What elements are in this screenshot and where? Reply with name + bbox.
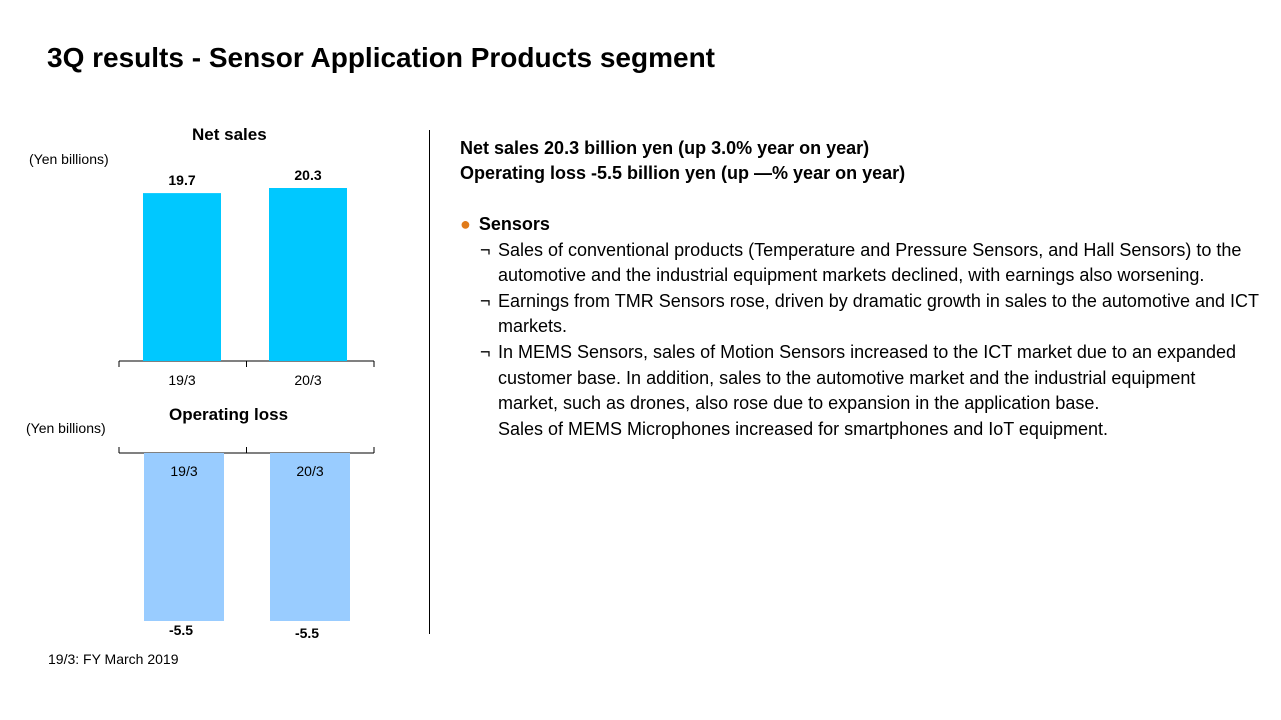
- list-item: ¬ In MEMS Sensors, sales of Motion Senso…: [460, 340, 1260, 417]
- item-marker-icon: ¬: [480, 341, 491, 362]
- net-sales-unit-label: (Yen billions): [29, 151, 109, 167]
- section-heading: ● Sensors: [460, 212, 1260, 238]
- net-sales-bar-20-3: [269, 188, 347, 361]
- net-sales-chart: 19.7 20.3 19/3 20/3: [118, 167, 375, 388]
- operating-bar-19-3: [144, 453, 224, 621]
- net-sales-chart-title: Net sales: [192, 125, 267, 144]
- sensors-section: ● Sensors ¬ Sales of conventional product…: [460, 212, 1260, 442]
- item-marker-icon: ¬: [480, 239, 491, 260]
- list-item: Sales of MEMS Microphones increased for …: [460, 417, 1260, 443]
- operating-chart-title: Operating loss: [169, 405, 289, 424]
- footnote: 19/3: FY March 2019: [48, 651, 179, 667]
- net-sales-category-label-20-3: 20/3: [294, 372, 321, 388]
- item-marker-icon: ¬: [480, 290, 491, 311]
- operating-bar-20-3: [270, 453, 350, 621]
- list-item: ¬ Earnings from TMR Sensors rose, driven…: [460, 289, 1260, 340]
- operating-chart: 19/3 20/3 -5.5 -5.5: [118, 447, 375, 641]
- list-item-text: In MEMS Sensors, sales of Motion Sensors…: [498, 341, 1237, 414]
- list-item-text: Earnings from TMR Sensors rose, driven b…: [498, 290, 1259, 337]
- list-item-text: Sales of conventional products (Temperat…: [498, 239, 1242, 286]
- net-sales-value-label-20-3: 20.3: [294, 167, 321, 183]
- list-item: ¬ Sales of conventional products (Temper…: [460, 238, 1260, 289]
- vertical-divider: [429, 130, 430, 634]
- page-title: 3Q results - Sensor Application Products…: [47, 42, 715, 73]
- summary-net-sales: Net sales 20.3 billion yen (up 3.0% year…: [460, 138, 870, 158]
- operating-unit-label: (Yen billions): [26, 420, 106, 436]
- operating-value-label-20-3: -5.5: [295, 625, 319, 641]
- summary-block: Net sales 20.3 billion yen (up 3.0% year…: [460, 136, 905, 186]
- summary-operating-loss: Operating loss -5.5 billion yen (up —% y…: [460, 163, 906, 183]
- section-heading-label: Sensors: [478, 214, 550, 234]
- net-sales-category-label-19-3: 19/3: [168, 372, 195, 388]
- net-sales-bar-19-3: [143, 193, 221, 361]
- operating-value-label-19-3: -5.5: [169, 622, 193, 638]
- orange-bullet-icon: ●: [460, 214, 471, 234]
- operating-category-label-20-3: 20/3: [296, 463, 323, 479]
- operating-category-label-19-3: 19/3: [170, 463, 197, 479]
- net-sales-value-label-19-3: 19.7: [168, 172, 195, 188]
- list-item-text: Sales of MEMS Microphones increased for …: [498, 418, 1108, 439]
